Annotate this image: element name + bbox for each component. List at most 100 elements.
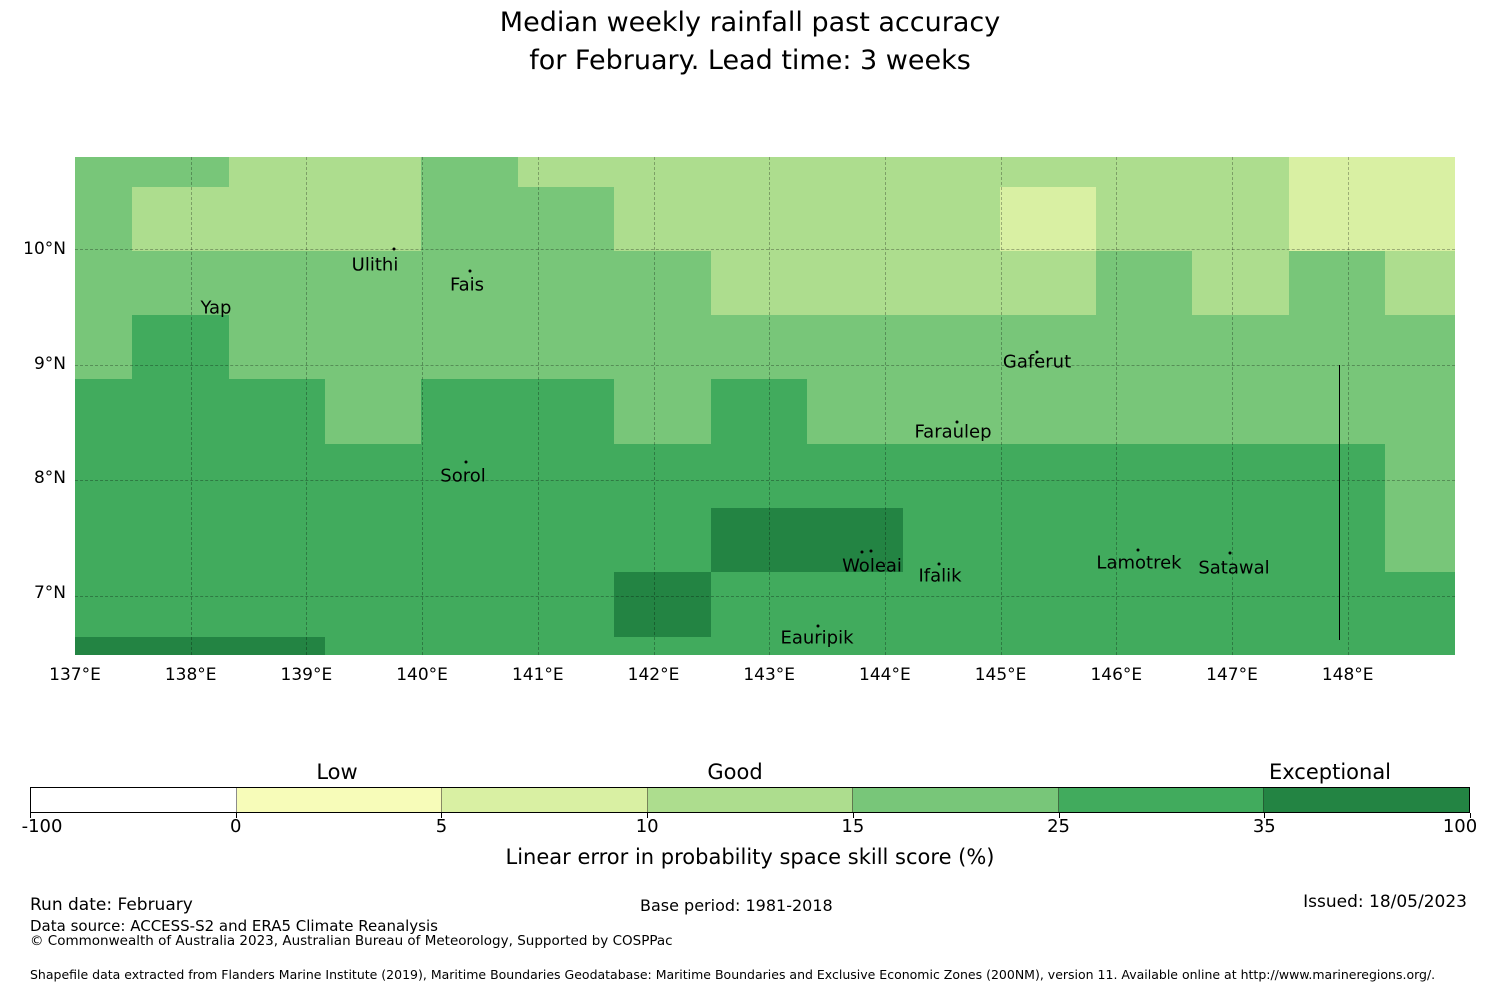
heatmap-cell bbox=[1385, 572, 1455, 637]
heatmap-cell bbox=[228, 443, 326, 508]
island-marker-dot bbox=[955, 420, 959, 424]
heatmap-cell bbox=[1385, 443, 1455, 508]
heatmap-cell bbox=[1096, 379, 1193, 444]
heatmap-cell bbox=[1288, 250, 1386, 316]
island-marker-dot bbox=[816, 624, 820, 628]
issued-date-text: Issued: 18/05/2023 bbox=[1303, 892, 1467, 912]
heatmap-cell bbox=[710, 572, 807, 637]
latitude-gridline bbox=[75, 249, 1455, 250]
y-tick-label: 8°N bbox=[33, 468, 66, 488]
heatmap-cell bbox=[75, 508, 133, 573]
island-label: Ulithi bbox=[351, 254, 399, 276]
heatmap-cell bbox=[325, 186, 422, 251]
island-label: Faraulep bbox=[914, 421, 992, 443]
heatmap-cell bbox=[903, 315, 1000, 380]
heatmap-cell bbox=[1288, 186, 1386, 251]
copyright-text: © Commonwealth of Australia 2023, Austra… bbox=[30, 933, 673, 949]
heatmap-cell bbox=[228, 572, 326, 637]
island-label: Sorol bbox=[440, 465, 486, 487]
colorbar-title: Linear error in probability space skill … bbox=[505, 845, 995, 869]
heatmap-cell bbox=[1288, 636, 1386, 655]
heatmap-cell bbox=[999, 508, 1097, 573]
heatmap-cell bbox=[806, 315, 904, 380]
heatmap-cell bbox=[999, 250, 1097, 316]
heatmap-cell bbox=[421, 315, 518, 380]
island-marker-dot bbox=[860, 550, 864, 554]
heatmap-cell bbox=[132, 636, 229, 655]
heatmap-cell bbox=[228, 186, 326, 251]
heatmap-cell bbox=[903, 379, 1000, 444]
heatmap-cell bbox=[132, 186, 229, 251]
island-label: Satawal bbox=[1198, 557, 1270, 579]
heatmap-cell bbox=[614, 315, 711, 380]
heatmap-cell bbox=[614, 572, 711, 637]
heatmap-cell bbox=[75, 636, 133, 655]
heatmap-cell bbox=[132, 157, 229, 187]
longitude-gridline bbox=[1232, 157, 1233, 655]
colorbar-segment bbox=[31, 788, 237, 812]
island-marker-dot bbox=[1228, 551, 1232, 555]
heatmap-cell bbox=[1096, 186, 1193, 251]
heatmap-cell bbox=[1288, 315, 1386, 380]
island-label: Ifalik bbox=[918, 565, 962, 587]
longitude-gridline bbox=[537, 157, 539, 655]
chart-title-line2: for February. Lead time: 3 weeks bbox=[529, 45, 971, 76]
heatmap-cell bbox=[614, 250, 711, 316]
heatmap-cell bbox=[421, 379, 518, 444]
heatmap-cell bbox=[517, 636, 615, 655]
latitude-gridline bbox=[75, 364, 1455, 366]
y-tick-label: 7°N bbox=[33, 583, 66, 603]
heatmap-cell bbox=[999, 186, 1097, 251]
heatmap-cell bbox=[1192, 186, 1289, 251]
heatmap-cell bbox=[421, 186, 518, 251]
heatmap-cell bbox=[1385, 186, 1455, 251]
heatmap-cell bbox=[1192, 572, 1289, 637]
heatmap-cell bbox=[228, 508, 326, 573]
heatmap-cell bbox=[1385, 250, 1455, 316]
heatmap-cell bbox=[325, 379, 422, 444]
colorbar-segment bbox=[442, 788, 648, 812]
heatmap-cell bbox=[903, 508, 1000, 573]
colorbar-tick-label: 10 bbox=[635, 816, 659, 837]
y-tick-label: 10°N bbox=[23, 239, 66, 259]
heatmap-cell bbox=[1192, 508, 1289, 573]
heatmap-cell bbox=[75, 250, 133, 316]
x-tick-label: 145°E bbox=[974, 665, 1027, 685]
heatmap-cell bbox=[1096, 636, 1193, 655]
colorbar-tick-mark bbox=[235, 813, 237, 818]
heatmap-cell bbox=[421, 572, 518, 637]
heatmap-cell bbox=[228, 315, 326, 380]
colorbar-tick-mark bbox=[852, 813, 854, 818]
island-marker-dot bbox=[869, 549, 873, 553]
heatmap-cell bbox=[1096, 443, 1193, 508]
heatmap-cell bbox=[1096, 315, 1193, 380]
heatmap-cell bbox=[228, 250, 326, 316]
heatmap-cell bbox=[1192, 443, 1289, 508]
heatmap-cell bbox=[325, 572, 422, 637]
heatmap-cell bbox=[1385, 379, 1455, 444]
x-tick-label: 147°E bbox=[1206, 665, 1258, 685]
latitude-gridline bbox=[75, 480, 1455, 482]
heatmap-cell bbox=[132, 379, 229, 444]
colorbar-tick-mark bbox=[647, 813, 649, 818]
x-tick-label: 142°E bbox=[627, 665, 680, 685]
colorbar-tick-mark bbox=[1470, 813, 1471, 818]
heatmap-cell bbox=[614, 508, 711, 573]
heatmap-cell bbox=[75, 572, 133, 637]
colorbar-segment bbox=[853, 788, 1059, 812]
heatmap-cell bbox=[75, 186, 133, 251]
island-label: Fais bbox=[449, 274, 485, 296]
heatmap-cell bbox=[132, 315, 229, 380]
colorbar-class-label: Exceptional bbox=[1268, 760, 1392, 784]
x-tick-label: 146°E bbox=[1090, 665, 1143, 685]
heatmap-cell bbox=[1385, 508, 1455, 573]
heatmap-cell bbox=[75, 315, 133, 380]
heatmap-cell bbox=[325, 250, 422, 316]
heatmap-cell bbox=[1096, 572, 1193, 637]
heatmap-cell bbox=[228, 379, 326, 444]
heatmap-cell bbox=[614, 186, 711, 251]
heatmap-cell bbox=[132, 508, 229, 573]
island-marker-dot bbox=[1136, 548, 1140, 552]
colorbar-segment bbox=[647, 788, 854, 812]
